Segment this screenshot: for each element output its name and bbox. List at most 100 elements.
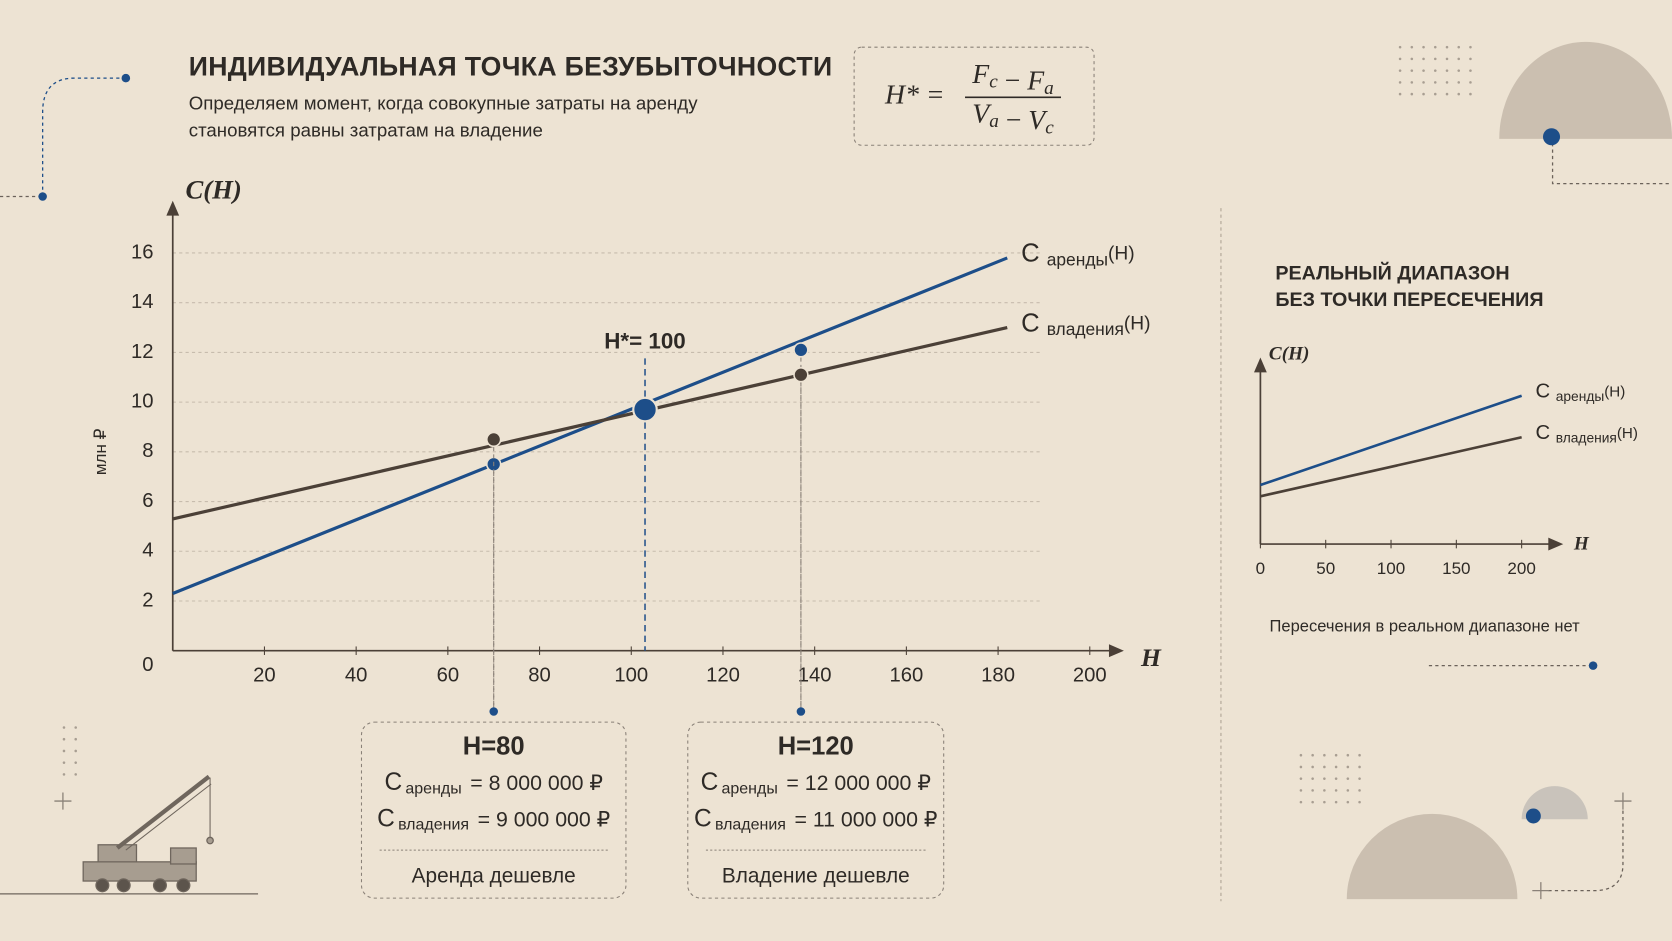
deco-dot bbox=[1299, 753, 1303, 757]
deco-dot bbox=[1346, 753, 1350, 757]
deco-dot bbox=[62, 761, 66, 764]
deco-dot bbox=[1346, 789, 1350, 792]
y-tick-label: 10 bbox=[131, 390, 154, 412]
row-subscript: владения bbox=[715, 817, 786, 834]
deco-dot bbox=[1358, 765, 1361, 769]
deco-connector bbox=[1551, 136, 1672, 185]
card-box bbox=[360, 721, 627, 899]
y-tick-label: 0 bbox=[142, 654, 153, 676]
deco-dot bbox=[1358, 800, 1361, 804]
row-value: = 8 000 000 ₽ bbox=[470, 771, 603, 795]
deco-dot bbox=[1457, 45, 1461, 49]
y-tick-label: 6 bbox=[142, 490, 153, 512]
deco-dot bbox=[1346, 765, 1350, 769]
deco-dot bbox=[1323, 765, 1326, 769]
legend-symbol: C bbox=[1536, 422, 1556, 444]
page-title: ИНДИВИДУАЛЬНАЯ ТОЧКА БЕЗУБЫТОЧНОСТИ bbox=[189, 52, 833, 82]
deco-dot bbox=[1334, 777, 1338, 780]
formula-symbol: F bbox=[1026, 65, 1045, 96]
deco-dot bbox=[1422, 69, 1425, 72]
y-axis-label: C(H) bbox=[186, 174, 242, 204]
marker bbox=[793, 342, 809, 358]
deco-dot bbox=[1433, 69, 1437, 72]
x-tick-label: 160 bbox=[889, 665, 923, 687]
deco-dot bbox=[1346, 800, 1350, 804]
deco-dot bbox=[1469, 45, 1472, 49]
deco-dot bbox=[1457, 69, 1461, 72]
x-tick-label: 0 bbox=[1256, 559, 1265, 578]
card-conclusion: Владение дешевле bbox=[722, 864, 910, 887]
row-symbol: C bbox=[377, 806, 395, 833]
deco-dot bbox=[1334, 753, 1338, 757]
deco-dot bbox=[1299, 789, 1303, 792]
x-tick-label: 150 bbox=[1442, 559, 1470, 578]
deco-plus bbox=[54, 792, 1632, 900]
x-tick-label: 120 bbox=[706, 665, 740, 687]
x-axis-label: H bbox=[1140, 643, 1162, 672]
deco-dot bbox=[1346, 777, 1350, 780]
y-axis-arrow bbox=[166, 200, 180, 216]
formula-operator: − bbox=[999, 104, 1029, 135]
legend-subscript: аренды bbox=[1047, 249, 1108, 269]
deco-dot bbox=[1358, 789, 1361, 792]
crane-illustration bbox=[0, 774, 259, 895]
row-symbol: C bbox=[384, 769, 402, 796]
legend-subscript: владения bbox=[1556, 430, 1617, 445]
series-line bbox=[1259, 394, 1523, 487]
deco-dot bbox=[1398, 57, 1402, 61]
deco-dot bbox=[1542, 128, 1561, 146]
deco-dot bbox=[1445, 45, 1449, 49]
formula-symbol: V bbox=[972, 98, 992, 129]
y-unit-label: млн ₽ bbox=[91, 428, 110, 475]
deco-dot bbox=[1433, 57, 1437, 61]
x-tick-label: 20 bbox=[253, 665, 276, 687]
formula-numerator: Fc − Fa bbox=[971, 58, 1054, 99]
deco-dot bbox=[1323, 753, 1326, 757]
legend-suffix: (H) bbox=[1604, 384, 1625, 401]
deco-dot bbox=[1469, 81, 1472, 84]
deco-dot bbox=[1422, 92, 1425, 96]
series-line bbox=[172, 325, 1008, 521]
deco-dot bbox=[1311, 789, 1314, 792]
y-axis-arrow bbox=[1254, 357, 1267, 373]
deco-dot bbox=[1299, 777, 1303, 780]
legend-label: C владения(H) bbox=[1536, 422, 1638, 445]
card-title: H=120 bbox=[778, 733, 854, 761]
y-tick-label: 4 bbox=[142, 540, 153, 562]
deco-dot bbox=[62, 773, 66, 776]
deco-dot bbox=[1433, 81, 1437, 84]
deco-dot bbox=[1311, 753, 1314, 757]
y-tick-label: 2 bbox=[142, 589, 153, 611]
deco-dot bbox=[62, 726, 66, 729]
deco-dot bbox=[1311, 777, 1314, 780]
deco-dot bbox=[1311, 765, 1314, 769]
y-tick-label: 12 bbox=[131, 341, 154, 363]
deco-dot-grid bbox=[62, 45, 1472, 804]
x-tick-label: 100 bbox=[614, 665, 648, 687]
x-axis-arrow bbox=[1548, 537, 1564, 551]
deco-dot bbox=[1398, 45, 1402, 49]
legend-symbol: C bbox=[1021, 309, 1047, 337]
decorations bbox=[0, 77, 1672, 902]
comparison-card: H=120 C аренды = 12 000 000 ₽ C владения = 11 … bbox=[687, 707, 945, 899]
deco-dot bbox=[1588, 661, 1598, 670]
card-conclusion: Аренда дешевле bbox=[412, 864, 576, 887]
deco-dot bbox=[1334, 800, 1338, 804]
decorations bbox=[0, 41, 1672, 900]
x-tick-label: 100 bbox=[1377, 559, 1405, 578]
formula-operator: − bbox=[998, 65, 1028, 96]
row-subscript: аренды bbox=[405, 781, 461, 798]
deco-dot bbox=[62, 749, 66, 753]
deco-dot bbox=[1410, 92, 1414, 96]
deco-semicircle bbox=[1499, 41, 1672, 139]
deco-dot bbox=[1299, 765, 1303, 769]
formula-subscript: a bbox=[1044, 78, 1054, 99]
deco-dot bbox=[62, 737, 66, 741]
legend-subscript: владения bbox=[1047, 319, 1124, 339]
deco-semicircle bbox=[1346, 813, 1518, 900]
series-line bbox=[172, 256, 1008, 596]
